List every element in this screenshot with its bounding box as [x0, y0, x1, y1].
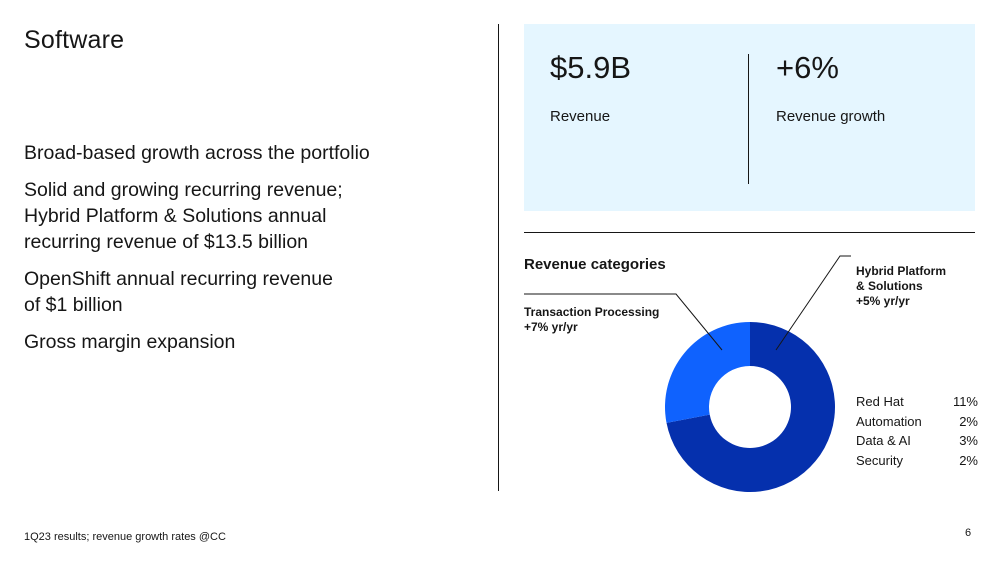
horizontal-divider [524, 232, 975, 233]
legend-value: 11% [952, 394, 978, 409]
legend-row: Red Hat 11% [856, 392, 978, 412]
kpi-value: $5.9B [550, 50, 632, 85]
kpi-panel: $5.9B Revenue +6% Revenue growth [524, 24, 975, 211]
kpi-revenue: $5.9B Revenue [550, 50, 631, 125]
kpi-label: Revenue [550, 108, 611, 125]
donut-slice-hybrid-platform-solutions [666, 322, 835, 492]
bullet-item: OpenShift annual recurring revenue of $1… [24, 268, 333, 316]
bullet-list: Broad-based growth across the portfolio … [24, 140, 474, 366]
legend-row: Data & AI 3% [856, 431, 978, 451]
legend-value: 3% [959, 433, 978, 448]
bullet-item: Broad-based growth across the portfolio [24, 142, 370, 164]
kpi-label: Revenue growth [776, 108, 886, 125]
callout-line-hybrid [775, 255, 851, 351]
callout-line-transaction [524, 293, 723, 351]
bullet-item: Gross margin expansion [24, 331, 236, 353]
legend-row: Security 2% [856, 451, 978, 471]
bullet-item: Solid and growing recurring revenue; Hyb… [24, 179, 343, 253]
kpi-divider [748, 54, 749, 184]
legend-name: Data & AI [856, 433, 911, 448]
slide-title: Software [24, 26, 125, 54]
callout-transaction-processing: Transaction Processing +7% yr/yr [524, 305, 660, 334]
footnote: 1Q23 results; revenue growth rates @CC [24, 531, 226, 543]
legend-name: Security [856, 452, 903, 468]
callout-hybrid-platform: Hybrid Platform & Solutions +5% yr/yr [856, 264, 947, 308]
legend-value: 2% [959, 452, 978, 468]
legend-name: Automation [856, 413, 922, 429]
donut-slices [664, 322, 835, 492]
vertical-divider [498, 24, 499, 491]
legend-name: Red Hat [856, 394, 904, 409]
legend-row: Automation 2% [856, 412, 978, 432]
page-number: 6 [965, 527, 972, 539]
legend: Red Hat 11% Automation 2% Data & AI 3% S… [856, 392, 978, 470]
kpi-revenue-growth: +6% Revenue growth [776, 50, 885, 125]
kpi-value: +6% [776, 50, 839, 85]
donut-slice-transaction-processing [664, 322, 750, 423]
revenue-categories-title: Revenue categories [524, 256, 666, 273]
legend-value: 2% [959, 413, 978, 429]
